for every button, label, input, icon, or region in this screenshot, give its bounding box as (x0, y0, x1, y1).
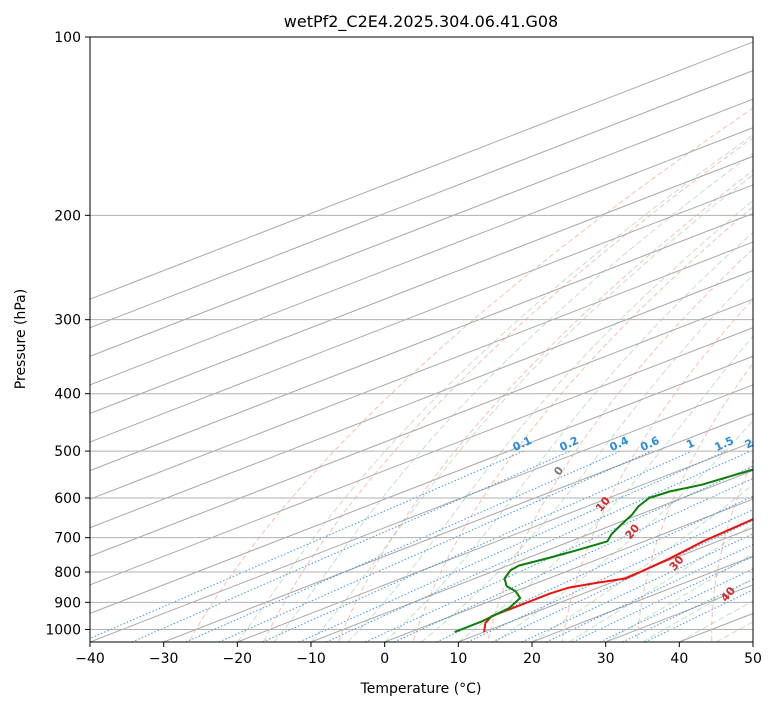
y-tick-label: 400 (54, 387, 81, 403)
mixing-ratio-line (393, 477, 753, 642)
plot-frame (89, 36, 754, 643)
isotherm-line (237, 441, 753, 642)
dewpoint-profile-line (454, 468, 753, 633)
mixing-ratio-line (365, 465, 753, 642)
y-tick-label: 200 (54, 208, 81, 224)
isotherm-line (90, 298, 753, 557)
y-axis-ticks: 100 200 300 400 500 600 700 800 900 1000 (45, 30, 90, 638)
isotherm-line (90, 127, 753, 386)
y-tick-label: 700 (54, 531, 81, 547)
x-tick-label: 40 (670, 651, 688, 667)
mixing-ratio-line (644, 589, 753, 642)
y-tick-label: 900 (54, 595, 81, 611)
isotherm-line (90, 70, 753, 329)
background-lines (90, 41, 753, 642)
y-tick-label: 500 (54, 444, 81, 460)
y-tick-label: 800 (54, 565, 81, 581)
isotherm-line (90, 355, 753, 614)
chart-title: wetPf2_C2E4.2025.304.06.41.G08 (284, 12, 558, 32)
dry-adiabat-line (636, 362, 753, 642)
mixing-ratio-line (467, 509, 753, 642)
moist-adiabat-line (384, 231, 753, 642)
x-axis-ticks: −40 −30 −20 −10 0 10 20 30 40 50 (75, 642, 762, 667)
moist-adiabat-line (458, 335, 753, 642)
isotherm-line (90, 270, 753, 529)
moist-adiabat-line (531, 483, 753, 642)
x-tick-label: 10 (449, 651, 467, 667)
dry-adiabat-line (561, 298, 753, 642)
mixing-ratio-line (325, 450, 751, 642)
x-tick-label: 30 (597, 651, 615, 667)
y-tick-label: 300 (54, 313, 81, 329)
isotherm-line (90, 98, 753, 357)
isotherm-line (90, 155, 753, 414)
mixing-ratio-line (298, 450, 726, 642)
moist-adiabat-line (347, 199, 753, 642)
isotherm-line (310, 470, 753, 642)
y-tick-label: 100 (54, 30, 81, 46)
mixing-ratio-line (90, 450, 524, 639)
x-tick-label: −20 (223, 651, 253, 667)
isotherm-line (90, 384, 753, 642)
mixing-ratio-line (546, 543, 753, 642)
x-tick-label: 20 (523, 651, 541, 667)
isotherm-line (90, 327, 753, 586)
mixing-ratio-line (218, 450, 652, 642)
x-tick-label: −40 (75, 651, 105, 667)
moist-adiabat-line (236, 134, 753, 642)
isotherm-line (458, 527, 753, 642)
profile-series (454, 468, 753, 633)
dry-adiabat-line (412, 206, 753, 642)
x-tick-label: −30 (149, 651, 179, 667)
mixing-ratio-line (185, 450, 621, 642)
x-axis-title: Temperature (°C) (360, 681, 482, 697)
x-tick-label: 50 (744, 651, 762, 667)
x-tick-label: −10 (296, 651, 326, 667)
pressure-gridlines (90, 37, 753, 630)
moist-adiabat-line (605, 553, 753, 642)
x-tick-label: 0 (380, 651, 389, 667)
isotherm-line (90, 212, 753, 472)
isotherm-line (90, 241, 753, 500)
temperature-profile-line (483, 518, 753, 633)
dry-adiabat-line (337, 169, 753, 642)
y-tick-label: 600 (54, 491, 81, 507)
mixing-ratio-label: 2 (743, 436, 755, 451)
isotherm-line (384, 498, 753, 642)
mixing-ratio-line (572, 555, 753, 642)
isotherm-line (90, 41, 753, 300)
moist-adiabat-line (421, 274, 753, 642)
y-tick-label: 1000 (45, 622, 81, 638)
isotherm-line (163, 412, 753, 642)
dry-adiabat-line (188, 107, 753, 642)
moist-adiabat-line (642, 577, 753, 642)
moist-adiabat-line (273, 152, 753, 642)
isotherm-line (90, 184, 753, 443)
y-axis-title: Pressure (hPa) (13, 289, 29, 389)
